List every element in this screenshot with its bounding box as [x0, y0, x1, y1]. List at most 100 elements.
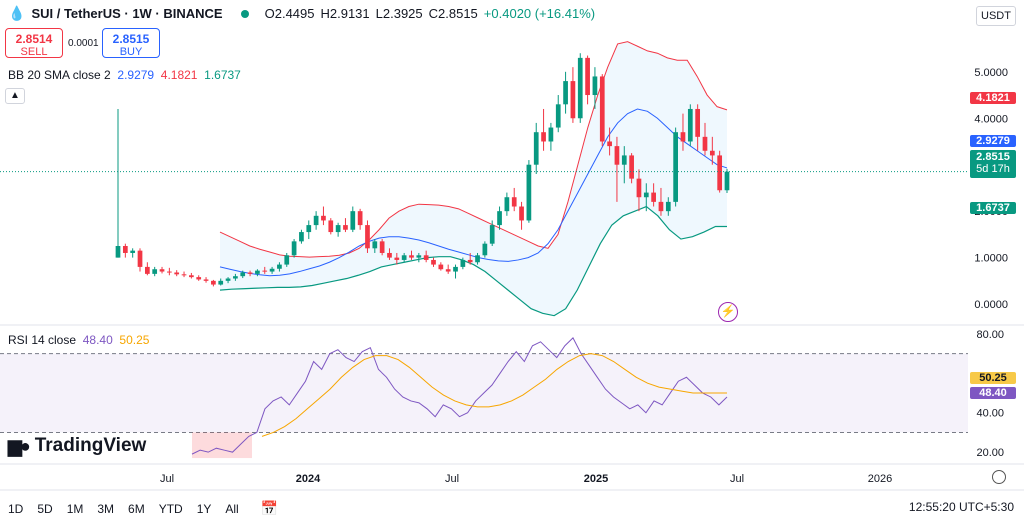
time-tick-label: 2024 [296, 473, 321, 485]
candle-body [247, 272, 253, 274]
candle-body [115, 246, 121, 258]
timeframe-1y[interactable]: 1Y [196, 501, 212, 516]
candle [284, 252, 290, 267]
rsi-tick-label: 40.00 [976, 408, 1004, 420]
candle-body [379, 241, 385, 253]
currency-selector[interactable]: USDT [976, 6, 1016, 26]
candle [159, 266, 165, 274]
candle-body [438, 264, 444, 270]
candle [709, 136, 715, 165]
timeframe-ytd[interactable]: YTD [158, 501, 183, 516]
settings-icon[interactable] [992, 470, 1006, 484]
sell-button[interactable]: 2.8514 SELL [5, 28, 63, 58]
bb-lower-line [219, 205, 727, 317]
candle [489, 220, 495, 246]
rsi-label: RSI 14 close [8, 333, 77, 347]
timeframe-all[interactable]: All [225, 501, 239, 516]
collapse-legend-button[interactable]: ▲ [5, 88, 25, 104]
candle-body [343, 225, 348, 230]
clock[interactable]: 12:55:20 UTC+5:30 [908, 500, 1014, 514]
price-tick-label: 0.0000 [974, 299, 1008, 311]
candle-body [291, 241, 297, 256]
candle [423, 250, 429, 263]
candle [401, 252, 407, 263]
candle [269, 266, 275, 274]
timeframe-3m[interactable]: 3M [97, 501, 115, 516]
candle-body [203, 279, 209, 281]
candle-body [724, 171, 730, 191]
bb-upper-value: 4.1821 [160, 68, 198, 82]
sui-logo-icon: 💧 [8, 5, 26, 21]
rsi-legend[interactable]: RSI 14 close 48.40 50.25 [8, 333, 149, 347]
candle-body [445, 269, 451, 272]
candle-body [269, 268, 275, 272]
candle-body [130, 250, 136, 253]
candle [262, 266, 268, 274]
lightning-icon[interactable]: ⚡ [718, 302, 738, 322]
candle [203, 277, 209, 283]
bb-basis-line [219, 108, 728, 277]
timeframe-1m[interactable]: 1M [66, 501, 84, 516]
price-tick-label: 4.0000 [974, 113, 1008, 125]
market-status-icon [240, 9, 249, 18]
candle [299, 229, 304, 244]
candle-body [453, 266, 458, 272]
candle [687, 104, 693, 147]
symbol-title[interactable]: SUI / TetherUS · 1W · BINANCE [31, 6, 223, 21]
rsi-tick-label: 80.00 [976, 329, 1004, 341]
candle-body [306, 225, 312, 233]
candle-body [673, 132, 678, 202]
candle-body [181, 274, 187, 276]
candle [607, 127, 612, 156]
candle [211, 279, 216, 287]
buy-button[interactable]: 2.8515 BUY [102, 28, 160, 58]
candle-body [423, 255, 429, 260]
candle [181, 271, 187, 278]
candle-body [643, 192, 649, 198]
candle-body [702, 136, 708, 151]
bb-lower-value: 1.6737 [204, 68, 241, 82]
candle [563, 71, 568, 114]
candle-body [467, 259, 473, 263]
candle-body [570, 81, 576, 119]
candle [144, 262, 150, 276]
rsi-ma-line [261, 353, 727, 437]
candle [343, 218, 348, 233]
candle-body [159, 269, 165, 272]
candle-body [313, 215, 319, 226]
candle [225, 277, 231, 284]
candle-body [357, 211, 363, 226]
candle-body [409, 255, 414, 258]
candle-body [489, 225, 495, 244]
candle [541, 108, 546, 151]
candle-countdown: 5d 17h [976, 163, 1010, 175]
tv-logo-icon: ▆● [8, 435, 31, 456]
date-range-icon[interactable]: 📅 [260, 500, 279, 516]
candle-body [167, 271, 172, 273]
candle [453, 264, 458, 279]
price-tick-label: 1.0000 [974, 253, 1008, 265]
candle [218, 278, 224, 286]
bb-legend[interactable]: BB 20 SMA close 2 2.9279 4.1821 1.6737 [8, 68, 241, 82]
candle [438, 262, 444, 271]
candle-body [416, 255, 422, 258]
candle-body [321, 215, 326, 221]
bb-label: BB 20 SMA close 2 [8, 68, 111, 82]
candle-body [680, 132, 686, 142]
candle-body [504, 197, 510, 212]
candle-body [555, 104, 561, 128]
timeframe-6m[interactable]: 6M [128, 501, 145, 516]
rsi-tag: 48.40 [970, 387, 1016, 399]
candle [460, 257, 466, 270]
candle [350, 206, 356, 233]
candle-body [548, 127, 554, 142]
candle [555, 95, 561, 133]
candle [511, 187, 517, 212]
timeframe-1d[interactable]: 1D [8, 501, 24, 516]
candle [658, 187, 664, 216]
bb-basis-tag: 2.9279 [970, 135, 1016, 147]
candle-body [475, 255, 480, 263]
candle-body [629, 155, 634, 179]
timeframe-5d[interactable]: 5D [37, 501, 53, 516]
